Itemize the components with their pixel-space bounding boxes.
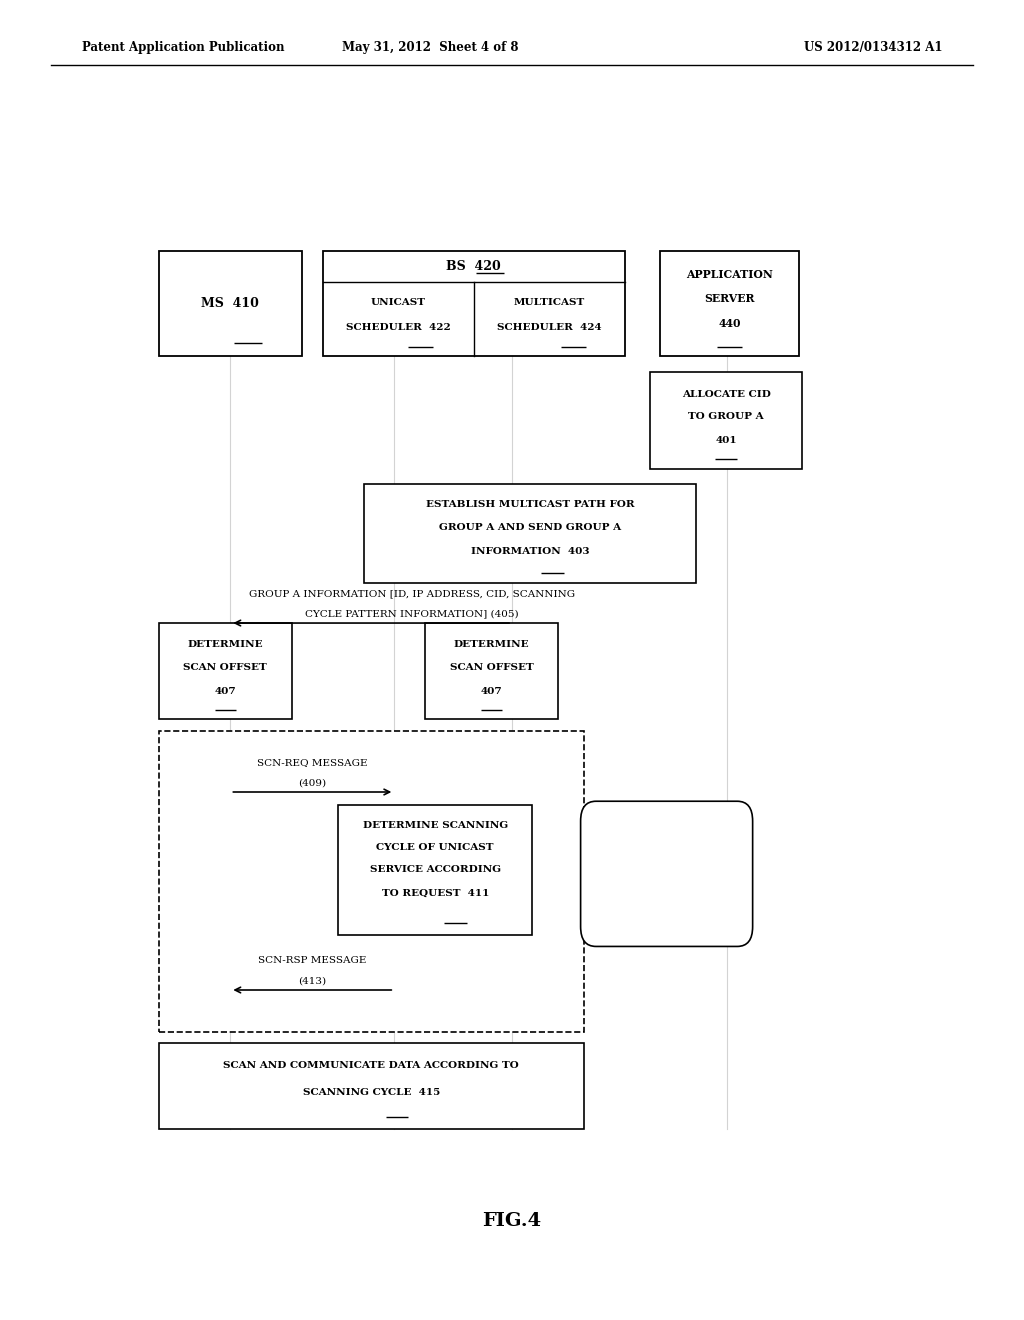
Bar [159,623,292,719]
Text: DETERMINE: DETERMINE [454,640,529,649]
Text: AWAKE MODE: AWAKE MODE [625,875,709,883]
Text: SCAN AND COMMUNICATE DATA ACCORDING TO: SCAN AND COMMUNICATE DATA ACCORDING TO [223,1061,519,1071]
Text: ALLOCATE CID: ALLOCATE CID [682,389,770,399]
Text: CYCLE PATTERN INFORMATION] (405): CYCLE PATTERN INFORMATION] (405) [305,610,519,618]
Text: WHEN MS IS IN: WHEN MS IS IN [618,849,715,857]
Text: TO REQUEST  411: TO REQUEST 411 [382,890,488,898]
Bar [338,805,532,935]
Text: 401: 401 [715,436,737,445]
Bar [650,372,802,469]
Text: TO GROUP A: TO GROUP A [688,412,764,421]
Text: 407: 407 [214,686,237,696]
Text: FIG.4: FIG.4 [482,1212,542,1230]
Text: May 31, 2012  Sheet 4 of 8: May 31, 2012 Sheet 4 of 8 [342,41,518,54]
Text: SERVER: SERVER [705,293,755,304]
Text: SCANNING CYCLE  415: SCANNING CYCLE 415 [302,1088,440,1097]
Text: 407: 407 [480,686,503,696]
Text: SCHEDULER  422: SCHEDULER 422 [346,323,451,331]
Text: (413): (413) [298,977,327,985]
Text: SCAN OFFSET: SCAN OFFSET [183,663,267,672]
Text: Patent Application Publication: Patent Application Publication [82,41,285,54]
FancyBboxPatch shape [581,801,753,946]
Text: DETERMINE SCANNING: DETERMINE SCANNING [362,821,508,829]
Text: SCHEDULER  424: SCHEDULER 424 [497,323,601,331]
Text: APPLICATION: APPLICATION [686,269,773,280]
Text: GROUP A INFORMATION [ID, IP ADDRESS, CID, SCANNING: GROUP A INFORMATION [ID, IP ADDRESS, CID… [249,590,575,598]
Text: BS  420: BS 420 [446,260,501,273]
Bar [364,484,696,583]
Text: SERVICE ACCORDING: SERVICE ACCORDING [370,866,501,874]
Bar [159,1043,584,1129]
Bar [159,251,302,356]
Text: GROUP A AND SEND GROUP A: GROUP A AND SEND GROUP A [439,523,621,532]
Text: CYCLE OF UNICAST: CYCLE OF UNICAST [377,843,494,851]
Text: SCAN OFFSET: SCAN OFFSET [450,663,534,672]
Text: MS  410: MS 410 [202,297,259,310]
Text: INFORMATION  403: INFORMATION 403 [471,546,589,556]
Text: UNICAST: UNICAST [371,298,426,306]
Text: ESTABLISH MULTICAST PATH FOR: ESTABLISH MULTICAST PATH FOR [426,500,634,510]
Text: (409): (409) [298,779,327,787]
Bar [425,623,558,719]
Text: SCN-REQ MESSAGE: SCN-REQ MESSAGE [257,759,368,767]
Text: US 2012/0134312 A1: US 2012/0134312 A1 [804,41,942,54]
Bar [159,731,584,1032]
Bar [660,251,799,356]
Text: MULTICAST: MULTICAST [513,298,585,306]
Text: DETERMINE: DETERMINE [187,640,263,649]
Text: 440: 440 [719,318,740,329]
Text: SCN-RSP MESSAGE: SCN-RSP MESSAGE [258,957,367,965]
Bar [323,251,625,356]
